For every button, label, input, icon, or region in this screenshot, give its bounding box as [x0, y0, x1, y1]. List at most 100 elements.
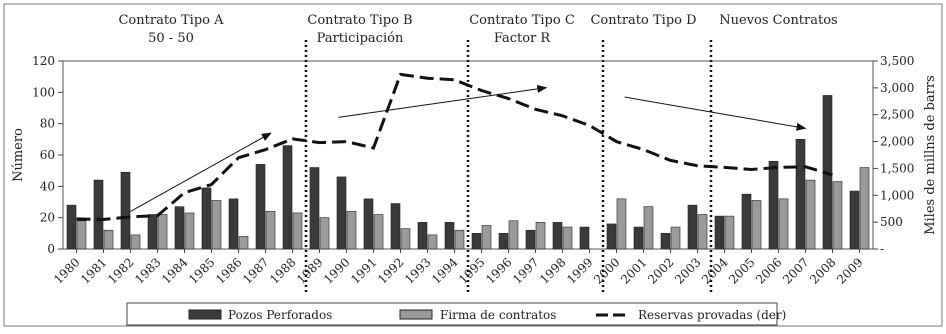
bar-pozos-perforados: [553, 222, 562, 249]
trend-arrow: [131, 133, 271, 211]
x-tick-label: 1980: [51, 255, 82, 286]
trend-arrow: [625, 97, 806, 128]
bar-firma-contratos: [482, 226, 491, 250]
bar-firma-contratos: [833, 182, 842, 249]
period-sublabel: Participación: [317, 31, 404, 46]
x-tick-label: 1999: [564, 255, 595, 286]
y-tick-label: 20: [40, 211, 55, 225]
bar-pozos-perforados: [634, 227, 643, 249]
legend-label-reservas: Reservas provadas (der): [638, 308, 786, 322]
bar-firma-contratos: [320, 218, 329, 249]
x-tick-label: 2004: [699, 255, 731, 287]
x-tick-label: 2003: [672, 255, 703, 286]
period-label: Contrato Tipo C: [469, 13, 575, 28]
y-tick-label: 120: [32, 54, 55, 68]
period-label: Contrato Tipo A: [118, 13, 224, 28]
bar-firma-contratos: [185, 213, 194, 249]
bar-pozos-perforados: [715, 216, 724, 249]
bar-pozos-perforados: [175, 207, 184, 249]
x-tick-label: 1995: [456, 255, 487, 286]
bar-firma-contratos: [293, 213, 302, 249]
bar-firma-contratos: [752, 200, 761, 249]
bar-firma-contratos: [509, 221, 518, 249]
y-right-tick-label: 500: [880, 215, 903, 229]
bar-pozos-perforados: [526, 230, 535, 249]
period-sublabel: Factor R: [494, 31, 552, 46]
bar-pozos-perforados: [661, 233, 670, 249]
bar-firma-contratos: [401, 229, 410, 249]
bar-firma-contratos: [563, 227, 572, 249]
bar-pozos-perforados: [607, 224, 616, 249]
y-right-tick-label: -: [880, 242, 884, 256]
bar-firma-contratos: [455, 230, 464, 249]
bar-pozos-perforados: [499, 233, 508, 249]
x-tick-label: 2007: [780, 255, 811, 286]
bar-firma-contratos: [77, 221, 86, 249]
period-label: Nuevos Contratos: [719, 13, 837, 28]
x-tick-label: 1981: [78, 255, 109, 286]
bar-pozos-perforados: [850, 191, 859, 249]
bar-pozos-perforados: [337, 177, 346, 249]
y-right-tick-label: 1,500: [880, 161, 914, 175]
x-tick-label: 1994: [429, 255, 461, 287]
bar-pozos-perforados: [283, 146, 292, 249]
y-tick-label: 100: [32, 85, 55, 99]
bar-firma-contratos: [536, 222, 545, 249]
bar-firma-contratos: [131, 235, 140, 249]
y-axis-label: Número: [11, 128, 26, 182]
x-tick-label: 1993: [402, 255, 433, 286]
y-tick-label: 80: [40, 117, 55, 131]
y-axis-right-label: Miles de millns de barrs: [923, 75, 938, 235]
x-tick-label: 1985: [186, 255, 217, 286]
bar-pozos-perforados: [418, 222, 427, 249]
bar-firma-contratos: [644, 207, 653, 249]
bar-firma-contratos: [374, 215, 383, 249]
bar-firma-contratos: [212, 200, 221, 249]
x-tick-label: 1996: [483, 255, 514, 286]
legend-swatch-firma: [400, 310, 432, 319]
y-right-tick-label: 3,000: [880, 81, 914, 95]
bar-pozos-perforados: [364, 199, 373, 249]
bar-pozos-perforados: [472, 233, 481, 249]
x-tick-label: 1998: [537, 255, 568, 286]
x-tick-label: 2000: [591, 255, 622, 286]
bar-pozos-perforados: [94, 180, 103, 249]
bar-pozos-perforados: [769, 161, 778, 249]
x-tick-label: 1983: [132, 255, 163, 286]
bar-pozos-perforados: [310, 168, 319, 249]
x-tick-label: 1982: [105, 255, 136, 286]
bar-pozos-perforados: [796, 139, 805, 249]
bar-pozos-perforados: [580, 227, 589, 249]
bar-firma-contratos: [428, 235, 437, 249]
x-tick-label: 2008: [807, 255, 838, 286]
x-tick-label: 2009: [834, 255, 865, 286]
bar-firma-contratos: [104, 230, 113, 249]
trend-arrow: [338, 88, 546, 118]
y-right-tick-label: 2,500: [880, 108, 914, 122]
line-reservas-provadas: [77, 74, 833, 219]
y-right-tick-label: 1,000: [880, 188, 914, 202]
bar-pozos-perforados: [742, 194, 751, 249]
legend-label-firma: Firma de contratos: [440, 308, 556, 322]
y-tick-label: 40: [40, 179, 55, 193]
bar-firma-contratos: [266, 211, 275, 249]
bar-pozos-perforados: [445, 222, 454, 249]
bar-firma-contratos: [725, 216, 734, 249]
bar-firma-contratos: [239, 236, 248, 249]
x-tick-label: 2001: [618, 255, 649, 286]
bar-firma-contratos: [698, 215, 707, 249]
x-tick-label: 1990: [321, 255, 352, 286]
x-tick-label: 1988: [267, 255, 298, 286]
x-tick-label: 1989: [294, 255, 325, 286]
legend-label-pozos: Pozos Perforados: [228, 308, 332, 322]
x-tick-label: 1991: [348, 255, 379, 286]
x-tick-label: 2006: [753, 255, 784, 286]
bar-pozos-perforados: [202, 188, 211, 249]
bar-firma-contratos: [158, 215, 167, 249]
y-tick-label: 0: [47, 242, 55, 256]
bar-firma-contratos: [860, 168, 869, 249]
period-label: Contrato Tipo D: [590, 13, 696, 28]
bar-firma-contratos: [617, 199, 626, 249]
